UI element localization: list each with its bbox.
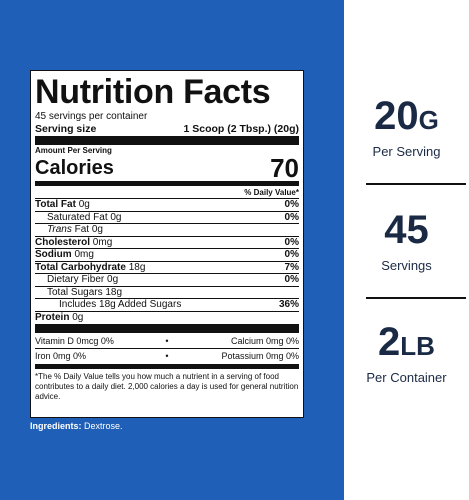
servings-per-container: 45 servings per container [35, 111, 148, 122]
bullet-icon: • [165, 351, 169, 361]
divider [366, 183, 466, 185]
divider [366, 297, 466, 299]
calories-value: 70 [270, 153, 299, 183]
stat-unit: G [418, 105, 439, 135]
medium-rule-footnote [35, 364, 299, 369]
nutrient-row-cholesterol: Cholesterol 0mg 0% [35, 236, 299, 249]
label-title: Nutrition Facts [35, 73, 271, 111]
ingredients-value: Dextrose. [84, 421, 123, 431]
stat-protein: 20G Per Serving [344, 96, 469, 160]
daily-value-header: % Daily Value* [35, 187, 299, 199]
ingredients-label: Ingredients: [30, 421, 82, 431]
stat-caption: Per Container [366, 370, 447, 385]
calories-label: Calories [35, 157, 114, 179]
ingredients-line: Ingredients: Dextrose. [30, 421, 123, 431]
nutrient-row-total-sugars: Total Sugars 18g [35, 287, 299, 299]
thick-rule-vitamins [35, 324, 299, 333]
nutrient-row-protein: Protein 0g [35, 311, 84, 323]
bullet-icon: • [165, 336, 169, 346]
stat-unit: LB [400, 331, 435, 361]
stat-value: 20 [374, 94, 419, 138]
serving-size-value: 1 Scoop (2 Tbsp.) (20g) [183, 123, 299, 135]
stat-caption: Per Serving [372, 144, 441, 159]
medium-rule [35, 181, 299, 186]
nutrient-row-dietary-fiber: Dietary Fiber 0g 0% [35, 274, 299, 287]
stat-value: 2 [378, 320, 401, 364]
daily-value-footnote: *The % Daily Value tells you how much a … [35, 372, 299, 401]
stat-servings: 45 Servings [344, 210, 469, 274]
vitamin-row: Vitamin D 0mcg 0% • Calcium 0mg 0% [35, 334, 299, 349]
nutrient-row-trans-fat: Trans Fat 0g [35, 224, 299, 237]
nutrition-facts-label: Nutrition Facts 45 servings per containe… [30, 70, 304, 418]
thick-rule [35, 136, 299, 145]
calories-row: Calories 70 [35, 153, 299, 183]
stat-weight: 2LB Per Container [344, 322, 469, 386]
nutrient-row-saturated-fat: Saturated Fat 0g 0% [35, 212, 299, 224]
nutrient-row-added-sugars: Includes 18g Added Sugars 36% [35, 299, 299, 312]
amount-per-serving: Amount Per Serving [35, 146, 112, 155]
stat-caption: Servings [381, 258, 432, 273]
nutrient-row-total-fat: Total Fat 0g 0% [35, 199, 299, 212]
serving-size-row: Serving size 1 Scoop (2 Tbsp.) (20g) [35, 123, 299, 135]
nutrient-row-total-carbohydrate: Total Carbohydrate 18g 7% [35, 261, 299, 274]
vitamin-row: Iron 0mg 0% • Potassium 0mg 0% [35, 351, 299, 361]
serving-size-label: Serving size [35, 123, 97, 135]
nutrient-row-sodium: Sodium 0mg 0% [35, 249, 299, 262]
stat-value: 45 [384, 208, 429, 252]
